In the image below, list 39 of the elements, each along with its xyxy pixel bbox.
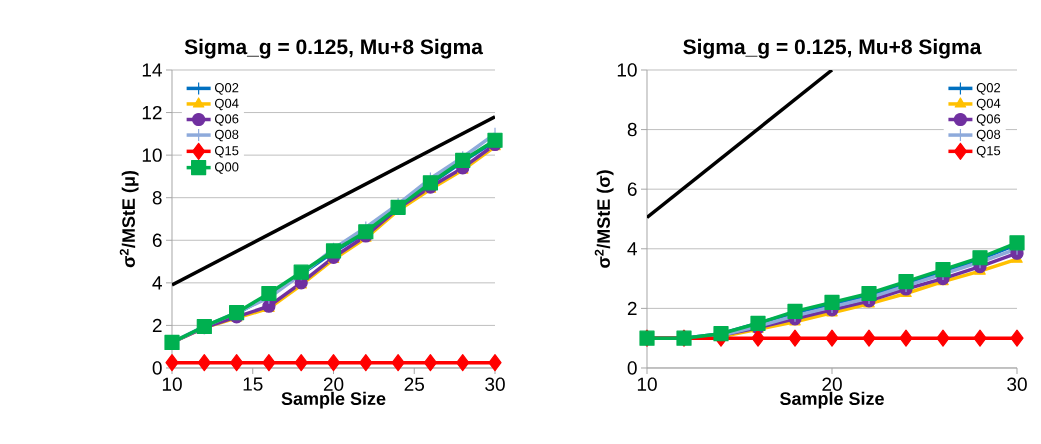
legend-label: Q02 <box>214 83 239 95</box>
y-tick-label: 10 <box>142 148 162 162</box>
y-tick-label: 10 <box>617 63 637 77</box>
y-tick-label: 0 <box>627 361 637 375</box>
x-tick-label: 20 <box>323 377 344 391</box>
x-tick-label: 10 <box>162 377 182 391</box>
x-tick-label: 15 <box>243 377 263 391</box>
legend-label: Q02 <box>976 83 1001 95</box>
legend-label: Q15 <box>976 146 1001 158</box>
x-tick-label: 20 <box>822 377 842 391</box>
x-tick-label: 10 <box>637 377 657 391</box>
x-axis-title: Sample Size <box>780 391 884 409</box>
x-axis-title: Sample Size <box>281 391 386 409</box>
y-tick-label: 2 <box>152 318 162 333</box>
y-tick-label: 6 <box>627 182 637 196</box>
y-tick-label: 8 <box>627 122 637 137</box>
y-tick-label: 0 <box>152 361 162 375</box>
y-axis-title: σ$^{2}$/MStE (σ) <box>594 170 614 268</box>
legend-label: Q06 <box>976 114 1001 126</box>
chart-title: Sigma_g = 0.125, Mu+8 Sigma <box>184 38 484 59</box>
y-axis-title: σ$^{2}$/MStE (μ) <box>119 170 139 268</box>
legend-label: Q04 <box>214 98 239 111</box>
x-tick-label: 30 <box>1007 377 1027 391</box>
y-tick-label: 4 <box>152 276 162 290</box>
y-tick-label: 6 <box>152 233 162 247</box>
legend-label: Q06 <box>214 114 239 126</box>
x-tick-label: 25 <box>404 377 425 391</box>
legend-label: Q08 <box>976 129 1001 142</box>
y-tick-label: 2 <box>627 301 637 316</box>
y-tick-label: 4 <box>627 242 637 256</box>
y-tick-label: 14 <box>142 63 162 77</box>
legend-label: Q00 <box>214 162 239 174</box>
legend-label: Q15 <box>214 146 239 158</box>
chart-title: Sigma_g = 0.125, Mu+8 Sigma <box>683 38 982 59</box>
y-tick-label: 12 <box>142 105 162 120</box>
x-tick-label: 30 <box>485 377 505 391</box>
legend-label: Q04 <box>976 98 1001 111</box>
legend-label: Q08 <box>214 129 239 142</box>
y-tick-label: 8 <box>152 190 162 205</box>
